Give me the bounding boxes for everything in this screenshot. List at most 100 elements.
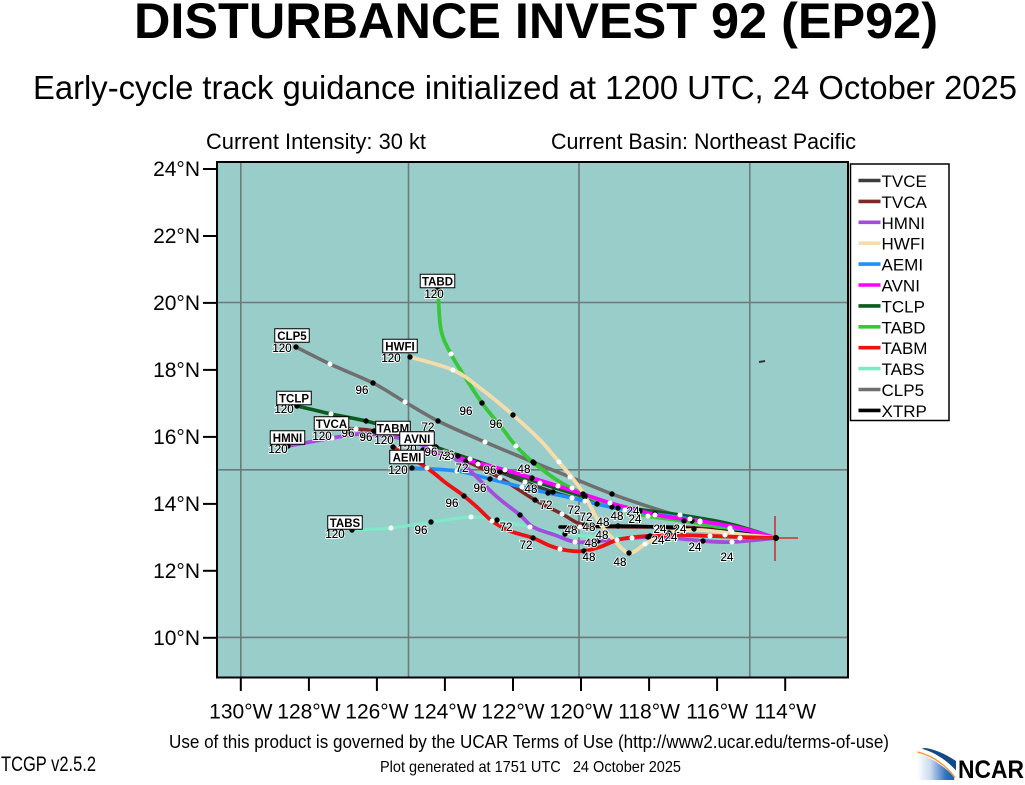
svg-text:HWFI: HWFI xyxy=(882,235,925,254)
svg-text:96: 96 xyxy=(446,497,459,510)
svg-text:72: 72 xyxy=(438,450,451,463)
svg-text:114°W: 114°W xyxy=(754,701,816,724)
svg-text:CLP5: CLP5 xyxy=(882,381,925,400)
svg-text:10°N: 10°N xyxy=(153,627,200,650)
svg-text:TABS: TABS xyxy=(882,360,925,379)
svg-text:72: 72 xyxy=(500,521,513,534)
svg-text:24: 24 xyxy=(721,551,734,564)
svg-text:120°W: 120°W xyxy=(549,701,612,724)
svg-text:120: 120 xyxy=(374,434,393,447)
svg-text:72: 72 xyxy=(500,521,513,534)
svg-text:72: 72 xyxy=(422,421,435,434)
svg-text:48: 48 xyxy=(614,556,627,569)
svg-text:18°N: 18°N xyxy=(153,359,200,382)
svg-text:48: 48 xyxy=(585,537,598,550)
svg-text:128°W: 128°W xyxy=(277,701,340,724)
svg-text:TVCE: TVCE xyxy=(882,172,927,191)
svg-text:AEMI: AEMI xyxy=(882,256,924,275)
svg-text:120: 120 xyxy=(274,403,293,416)
svg-text:48: 48 xyxy=(596,529,609,542)
svg-text:96: 96 xyxy=(360,431,373,444)
svg-text:72: 72 xyxy=(540,499,553,512)
svg-text:24: 24 xyxy=(674,523,687,536)
svg-text:96: 96 xyxy=(425,446,438,459)
svg-text:120: 120 xyxy=(274,403,293,416)
svg-text:TABM: TABM xyxy=(882,339,928,358)
svg-text:96: 96 xyxy=(484,464,497,477)
svg-text:AEMI: AEMI xyxy=(393,453,422,465)
svg-text:48: 48 xyxy=(583,551,596,564)
svg-text:96: 96 xyxy=(474,482,487,495)
svg-text:72: 72 xyxy=(568,504,581,517)
svg-text:24: 24 xyxy=(627,505,640,518)
svg-text:116°W: 116°W xyxy=(686,701,748,724)
svg-text:16°N: 16°N xyxy=(153,426,200,449)
svg-text:120: 120 xyxy=(272,342,291,355)
svg-text:Early-cycle track guidance ini: Early-cycle track guidance initialized a… xyxy=(33,69,1017,106)
svg-text:96: 96 xyxy=(425,446,438,459)
svg-text:120: 120 xyxy=(268,443,287,456)
svg-text:24: 24 xyxy=(665,531,678,544)
svg-text:NCAR: NCAR xyxy=(958,756,1024,780)
svg-text:48: 48 xyxy=(596,529,609,542)
svg-text:120: 120 xyxy=(272,342,291,355)
svg-text:72: 72 xyxy=(438,450,451,463)
svg-text:120: 120 xyxy=(381,352,400,365)
svg-text:48: 48 xyxy=(525,483,538,496)
svg-text:122°W: 122°W xyxy=(481,701,544,724)
svg-text:24: 24 xyxy=(652,534,665,547)
svg-text:48: 48 xyxy=(518,463,531,476)
svg-text:24: 24 xyxy=(689,541,702,554)
svg-text:24: 24 xyxy=(665,531,678,544)
svg-text:48: 48 xyxy=(518,463,531,476)
svg-text:48: 48 xyxy=(597,516,610,529)
svg-text:96: 96 xyxy=(415,524,428,537)
svg-text:Plot generated at 1751 UTC 2: Plot generated at 1751 UTC 24 October 20… xyxy=(380,759,681,776)
svg-text:120: 120 xyxy=(388,464,407,477)
svg-text:24: 24 xyxy=(654,523,667,536)
svg-text:120: 120 xyxy=(424,288,443,301)
svg-text:48: 48 xyxy=(611,510,624,523)
svg-text:96: 96 xyxy=(460,405,473,418)
svg-text:Use of this product is governe: Use of this product is governed by the U… xyxy=(169,732,889,752)
svg-text:HMNI: HMNI xyxy=(882,214,925,233)
svg-text:72: 72 xyxy=(456,462,469,475)
svg-text:48: 48 xyxy=(585,537,598,550)
svg-text:48: 48 xyxy=(611,510,624,523)
svg-text:TABD: TABD xyxy=(882,318,926,337)
svg-text:96: 96 xyxy=(446,497,459,510)
svg-text:CLP5: CLP5 xyxy=(277,331,307,343)
svg-text:24: 24 xyxy=(689,541,702,554)
svg-text:HWFI: HWFI xyxy=(385,342,414,354)
svg-text:14°N: 14°N xyxy=(153,493,200,516)
svg-text:TVCA: TVCA xyxy=(316,419,347,431)
svg-text:96: 96 xyxy=(474,482,487,495)
svg-text:AVNI: AVNI xyxy=(404,434,431,446)
svg-text:24: 24 xyxy=(629,513,642,526)
svg-text:124°W: 124°W xyxy=(413,701,476,724)
svg-text:48: 48 xyxy=(583,521,596,534)
svg-text:72: 72 xyxy=(580,511,593,524)
svg-text:72: 72 xyxy=(520,539,533,552)
svg-text:72: 72 xyxy=(456,462,469,475)
svg-text:TCGP v2.5.2: TCGP v2.5.2 xyxy=(1,752,96,776)
svg-text:72: 72 xyxy=(580,511,593,524)
svg-text:12°N: 12°N xyxy=(153,560,200,583)
svg-text:24: 24 xyxy=(654,523,667,536)
svg-text:120: 120 xyxy=(325,528,344,541)
svg-text:DISTURBANCE INVEST 92 (EP92): DISTURBANCE INVEST 92 (EP92) xyxy=(134,0,938,49)
svg-text:120: 120 xyxy=(268,443,287,456)
svg-text:48: 48 xyxy=(583,521,596,534)
svg-text:24: 24 xyxy=(627,505,640,518)
svg-text:130°W: 130°W xyxy=(209,701,272,724)
svg-text:TABS: TABS xyxy=(330,518,361,530)
svg-text:Current Basin: Northeast Pacif: Current Basin: Northeast Pacific xyxy=(551,129,856,154)
svg-text:48: 48 xyxy=(565,524,578,537)
svg-text:48: 48 xyxy=(614,556,627,569)
svg-text:72: 72 xyxy=(520,539,533,552)
svg-text:AVNI: AVNI xyxy=(882,277,920,296)
svg-text:72: 72 xyxy=(568,504,581,517)
svg-text:24: 24 xyxy=(652,534,665,547)
svg-text:120: 120 xyxy=(424,288,443,301)
svg-text:120: 120 xyxy=(388,464,407,477)
